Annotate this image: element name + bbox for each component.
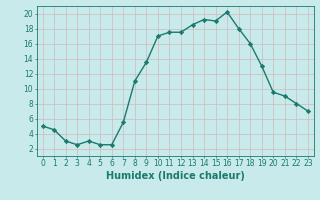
X-axis label: Humidex (Indice chaleur): Humidex (Indice chaleur)	[106, 171, 244, 181]
